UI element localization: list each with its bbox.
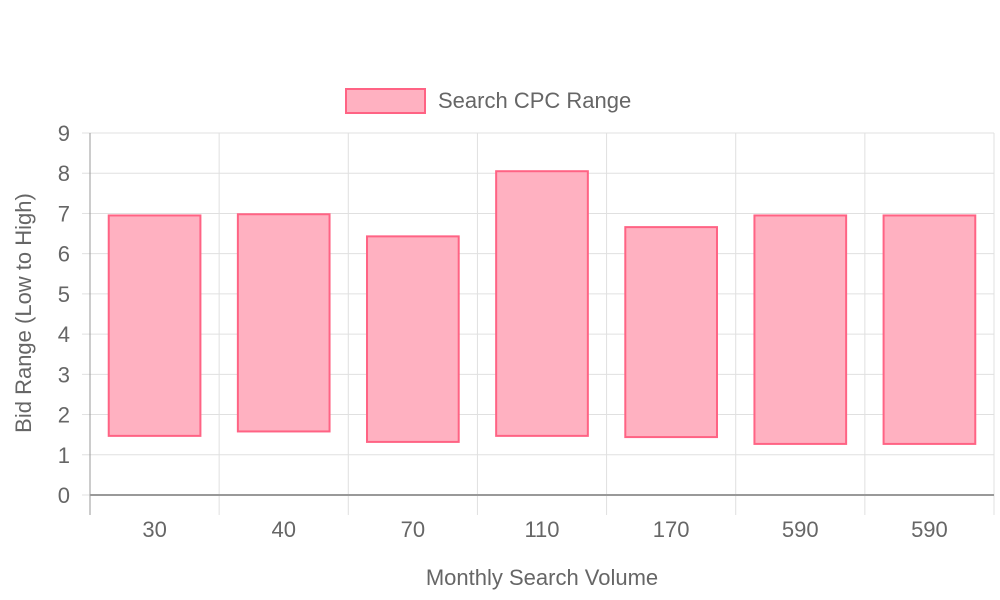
bar[interactable] [366, 235, 460, 443]
y-tick-label: 7 [58, 201, 70, 226]
bar[interactable] [236, 213, 331, 433]
y-tick-label: 0 [58, 483, 70, 508]
y-tick-label: 5 [58, 282, 70, 307]
y-tick-label: 9 [58, 121, 70, 146]
y-tick-label: 1 [58, 443, 70, 468]
legend-swatch[interactable] [345, 88, 426, 114]
bar[interactable] [753, 214, 848, 445]
bar[interactable] [495, 170, 589, 437]
x-tick-label: 170 [653, 517, 690, 542]
bars [107, 170, 977, 445]
legend[interactable]: Search CPC Range [345, 88, 631, 114]
x-tick-label: 590 [911, 517, 948, 542]
y-tick-label: 4 [58, 322, 70, 347]
tick-labels: 0 1 2 3 4 5 6 7 8 9 30 40 70 110 170 590 590 [58, 121, 948, 542]
bar[interactable] [107, 214, 202, 437]
y-tick-label: 3 [58, 362, 70, 387]
legend-label[interactable]: Search CPC Range [438, 88, 631, 113]
bar[interactable] [624, 226, 718, 439]
x-tick-label: 40 [271, 517, 295, 542]
x-tick-label: 110 [524, 517, 559, 542]
bar[interactable] [882, 214, 977, 445]
y-tick-label: 8 [58, 161, 70, 186]
x-tick-label: 590 [782, 517, 819, 542]
y-axis-title: Bid Range (Low to High) [11, 193, 36, 433]
y-tick-label: 2 [58, 403, 70, 428]
x-tick-label: 30 [142, 517, 166, 542]
y-tick-label: 6 [58, 242, 70, 267]
x-tick-label: 70 [401, 517, 425, 542]
x-axis-title: Monthly Search Volume [426, 565, 658, 590]
